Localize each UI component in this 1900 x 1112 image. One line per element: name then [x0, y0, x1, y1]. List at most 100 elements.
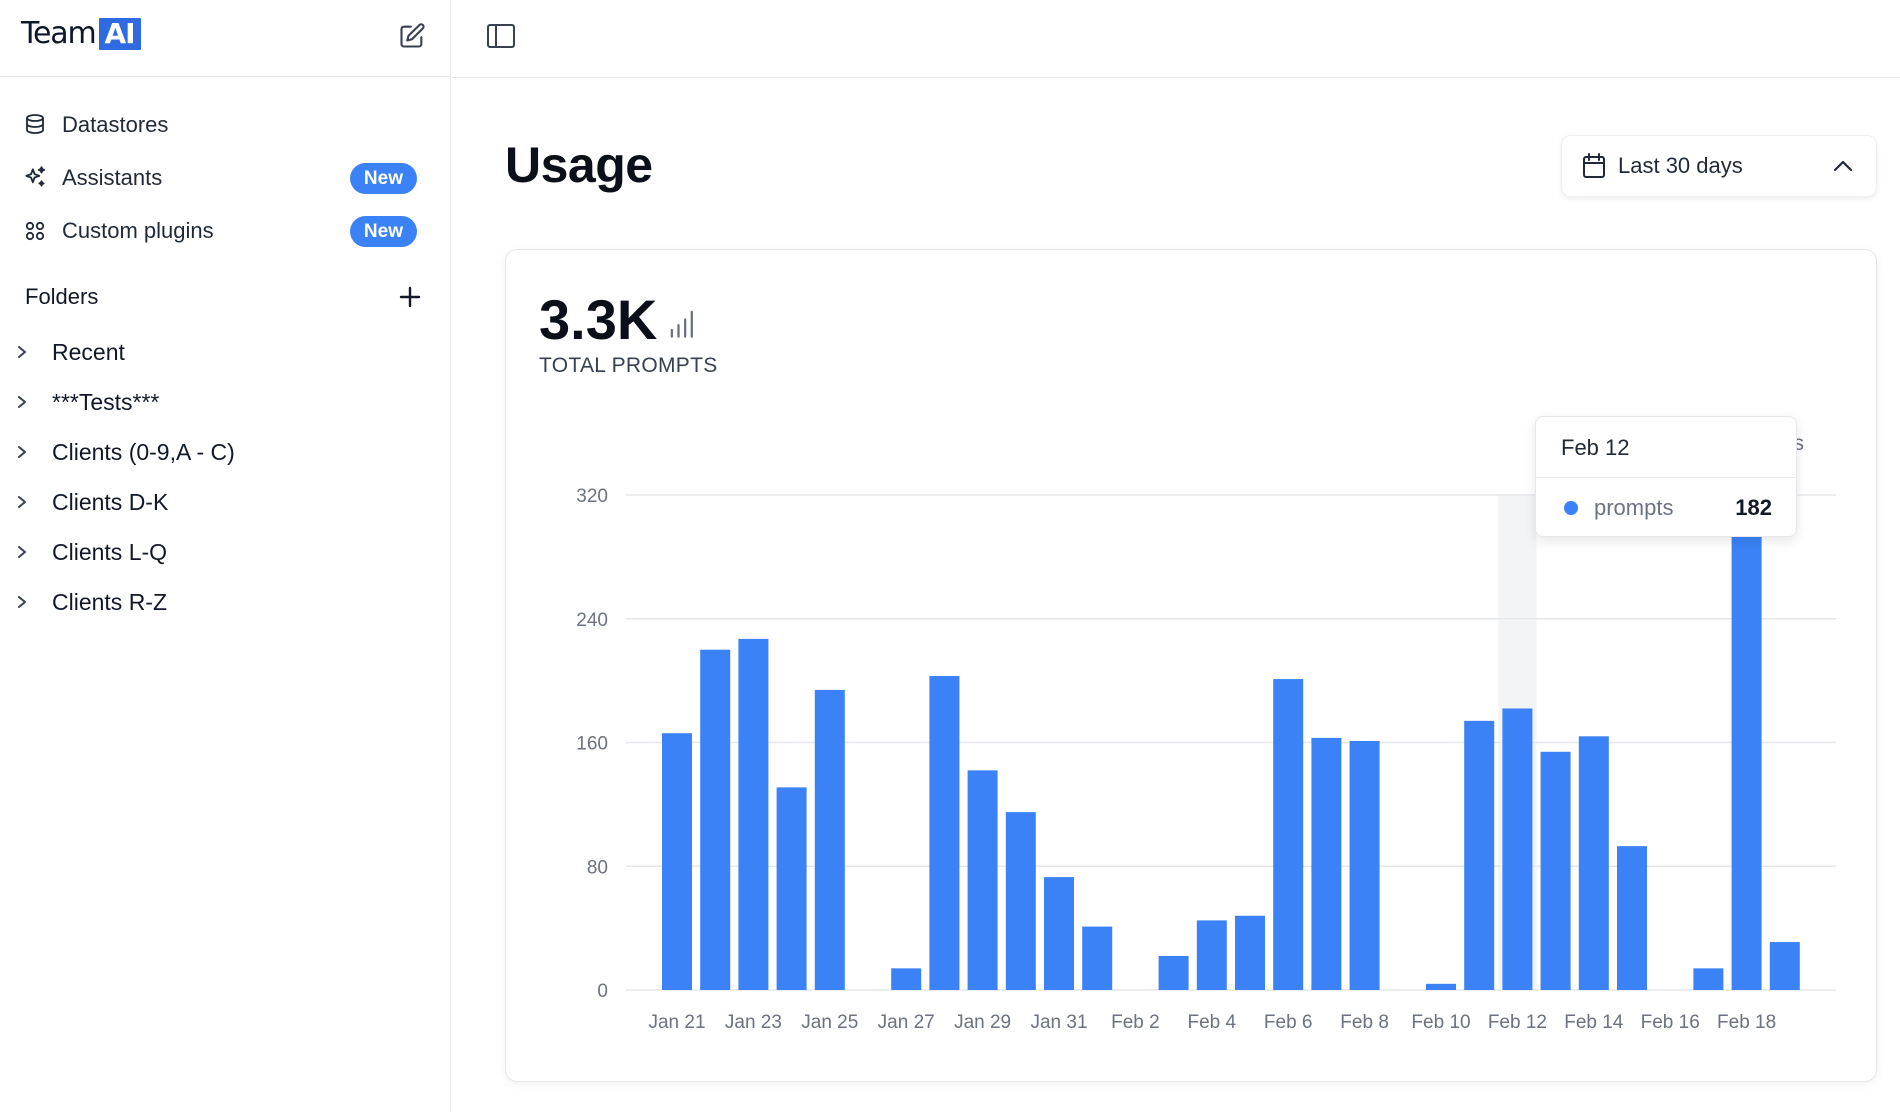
bar[interactable] — [1578, 736, 1609, 990]
calendar-icon — [1583, 153, 1605, 178]
logo[interactable]: Team AI — [21, 16, 141, 52]
folder-item-tests[interactable]: ***Tests*** — [0, 377, 450, 427]
bar[interactable] — [1502, 708, 1533, 990]
chevron-right-icon — [14, 344, 30, 360]
bar[interactable] — [738, 638, 769, 990]
tooltip-divider — [1536, 477, 1796, 478]
bar[interactable] — [700, 649, 731, 990]
bar[interactable] — [1540, 751, 1571, 990]
y-tick-label: 160 — [576, 734, 608, 755]
sidebar: Team AI Datastores Assistants New — [0, 0, 451, 1112]
y-tick-label: 0 — [597, 981, 608, 1002]
chevron-right-icon — [14, 544, 30, 560]
date-range-select[interactable]: Last 30 days — [1561, 135, 1877, 197]
folder-item-clients-l-q[interactable]: Clients L-Q — [0, 527, 450, 577]
x-tick-label: Jan 21 — [648, 1012, 705, 1033]
y-tick-label: 80 — [587, 857, 608, 878]
chevron-right-icon — [14, 494, 30, 510]
bar[interactable] — [967, 770, 998, 990]
bar[interactable] — [1617, 846, 1647, 990]
date-range-label: Last 30 days — [1618, 153, 1743, 178]
x-tick-label: Feb 6 — [1264, 1012, 1313, 1033]
total-prompts-metric: 3.3K — [539, 288, 695, 352]
bar[interactable] — [1005, 812, 1036, 990]
bar[interactable] — [1693, 968, 1724, 990]
tooltip-value: 182 — [1735, 495, 1772, 520]
x-tick-label: Feb 10 — [1411, 1012, 1470, 1033]
folder-label: Clients D-K — [52, 488, 169, 515]
sidebar-nav: Datastores Assistants New Custom plugins… — [0, 77, 450, 257]
x-tick-label: Jan 23 — [725, 1012, 782, 1033]
folder-label: ***Tests*** — [52, 388, 160, 415]
sidebar-item-label: Custom plugins — [62, 217, 214, 243]
sidebar-toggle-icon — [487, 24, 515, 48]
sidebar-item-label: Assistants — [62, 164, 163, 190]
chevron-up-icon — [1833, 160, 1853, 172]
tooltip-date: Feb 12 — [1561, 435, 1630, 460]
folder-item-clients-0-9-a-c[interactable]: Clients (0-9,A - C) — [0, 427, 450, 477]
bar[interactable] — [1273, 679, 1304, 990]
bar[interactable] — [1044, 877, 1074, 990]
metric-value: 3.3K — [539, 288, 658, 351]
metric-caption: TOTAL PROMPTS — [539, 354, 718, 377]
folder-item-recent[interactable]: Recent — [0, 327, 450, 377]
edit-icon — [400, 23, 425, 48]
folders-title: Folders — [25, 284, 99, 309]
bar[interactable] — [776, 787, 807, 990]
folder-label: Clients R-Z — [52, 588, 168, 615]
x-tick-label: Feb 2 — [1111, 1012, 1160, 1033]
sidebar-header: Team AI — [0, 0, 450, 77]
bar[interactable] — [1158, 955, 1189, 990]
bar[interactable] — [1235, 915, 1265, 990]
new-badge: New — [349, 163, 417, 194]
logo-ai-text: AI — [98, 18, 141, 50]
bar-chart-icon[interactable] — [669, 310, 695, 340]
chart-tooltip: Feb 12 prompts 182 — [1535, 416, 1797, 537]
bar[interactable] — [1426, 983, 1456, 990]
bar[interactable] — [1769, 942, 1800, 990]
y-tick-label: 320 — [576, 486, 608, 507]
add-folder-button[interactable] — [393, 280, 427, 314]
folder-label: Clients L-Q — [52, 538, 168, 565]
x-tick-label: Feb 4 — [1188, 1012, 1237, 1033]
folder-item-clients-d-k[interactable]: Clients D-K — [0, 477, 450, 527]
new-badge: New — [349, 216, 417, 247]
sidebar-item-assistants[interactable]: Assistants New — [0, 151, 450, 204]
toggle-sidebar-button[interactable] — [482, 18, 520, 54]
sidebar-item-datastores[interactable]: Datastores — [0, 98, 450, 151]
folder-list: Recent ***Tests*** Clients (0-9,A - C) C… — [0, 327, 450, 627]
x-tick-label: Feb 12 — [1488, 1012, 1547, 1033]
sparkles-icon — [22, 165, 48, 191]
x-tick-label: Jan 25 — [801, 1012, 858, 1033]
x-tick-label: Jan 29 — [954, 1012, 1011, 1033]
bar[interactable] — [1349, 740, 1380, 990]
usage-card: 3.3K TOTAL PROMPTS pts — [505, 249, 1877, 1082]
series-color-dot — [1564, 501, 1578, 515]
bar[interactable] — [1311, 737, 1342, 990]
page-title: Usage — [505, 137, 653, 193]
bar[interactable] — [1464, 720, 1495, 990]
bar[interactable] — [1196, 920, 1227, 990]
x-tick-label: Feb 16 — [1641, 1012, 1700, 1033]
bar[interactable] — [814, 689, 845, 990]
x-tick-label: Jan 31 — [1030, 1012, 1087, 1033]
sidebar-item-custom-plugins[interactable]: Custom plugins New — [0, 204, 450, 257]
new-chat-button[interactable] — [394, 18, 430, 54]
x-tick-label: Jan 27 — [878, 1012, 935, 1033]
grid-plugins-icon — [22, 218, 48, 244]
x-tick-label: Feb 18 — [1717, 1012, 1776, 1033]
bar[interactable] — [662, 733, 692, 990]
bar[interactable] — [1731, 496, 1762, 990]
top-bar — [452, 0, 1900, 78]
folder-item-clients-r-z[interactable]: Clients R-Z — [0, 577, 450, 627]
y-tick-label: 240 — [576, 610, 608, 631]
bar[interactable] — [929, 675, 960, 990]
folder-label: Recent — [52, 338, 125, 365]
folders-header: Folders — [0, 277, 450, 317]
bar[interactable] — [1082, 926, 1113, 990]
chevron-right-icon — [14, 444, 30, 460]
database-icon — [22, 112, 48, 138]
x-tick-label: Feb 14 — [1564, 1012, 1624, 1033]
bar[interactable] — [891, 968, 922, 990]
